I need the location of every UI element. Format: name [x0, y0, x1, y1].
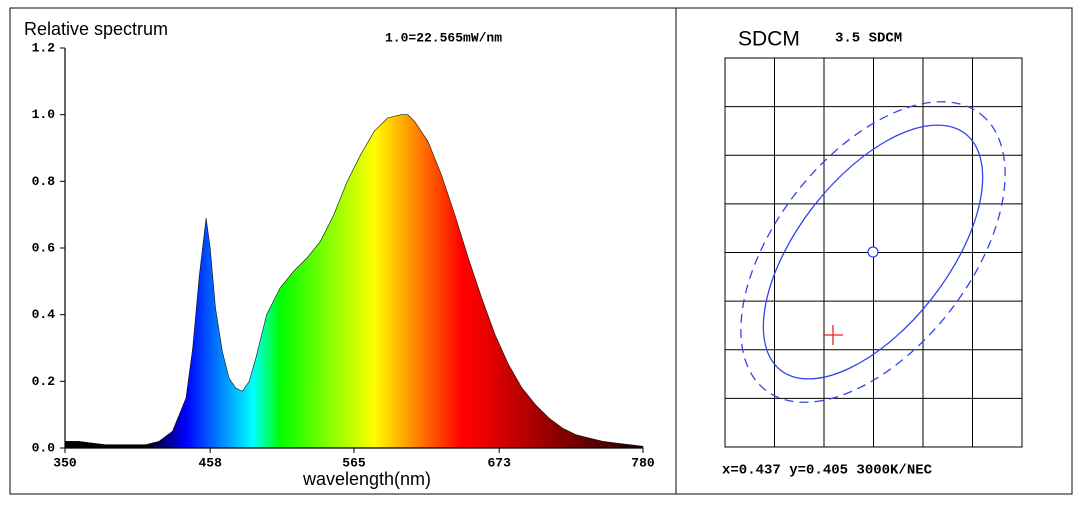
x-tick-label: 673: [487, 455, 511, 470]
x-axis-label: wavelength(nm): [302, 469, 431, 489]
y-tick-label: 0.6: [32, 240, 56, 255]
inner-ellipse: [762, 124, 984, 380]
sdcm-plot: [724, 57, 1023, 448]
x-tick-label: 458: [198, 455, 222, 470]
y-tick-label: 0.2: [32, 374, 56, 389]
sdcm-subtitle: 3.5 SDCM: [835, 31, 902, 47]
outer-ellipse: [740, 101, 1006, 403]
y-tick-label: 1.0: [32, 107, 56, 122]
spectrum-area: [64, 114, 644, 449]
chart-title: Relative spectrum: [24, 19, 168, 39]
annotation: 1.0=22.565mW/nm: [385, 30, 502, 45]
sdcm-title: SDCM: [738, 28, 800, 51]
y-tick-label: 0.4: [32, 307, 56, 322]
y-tick-label: 1.2: [32, 40, 56, 55]
center-point: [867, 246, 879, 258]
frame: [9, 7, 1073, 495]
y-tick-label: 0.8: [32, 174, 56, 189]
x-tick-label: 780: [631, 455, 655, 470]
x-tick-label: 350: [53, 455, 77, 470]
sdcm-annotation: x=0.437 y=0.405 3000K/NEC: [722, 463, 933, 479]
x-tick-label: 565: [342, 455, 366, 470]
y-tick-label: 0.0: [32, 440, 56, 455]
measured-point: [823, 325, 843, 345]
